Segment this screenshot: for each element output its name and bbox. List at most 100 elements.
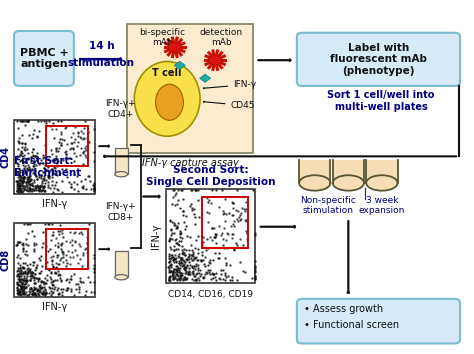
Point: [175, 276, 183, 281]
Point: [177, 255, 184, 261]
Point: [58, 290, 65, 295]
Point: [189, 187, 196, 193]
Point: [55, 291, 63, 297]
Point: [192, 237, 200, 243]
Point: [63, 174, 71, 179]
Point: [39, 229, 47, 234]
Point: [185, 251, 192, 257]
Text: IFN-γ: IFN-γ: [151, 224, 161, 249]
Point: [174, 187, 182, 193]
Point: [208, 225, 216, 230]
Point: [191, 211, 198, 217]
Point: [20, 174, 28, 179]
Point: [33, 176, 41, 182]
Point: [207, 200, 215, 206]
Point: [224, 245, 231, 251]
Point: [199, 239, 207, 245]
Point: [25, 132, 33, 138]
Point: [68, 237, 75, 242]
Point: [14, 188, 21, 194]
Point: [23, 292, 30, 297]
Point: [31, 183, 38, 189]
Point: [241, 217, 249, 223]
Point: [40, 279, 48, 285]
Point: [179, 272, 186, 278]
Point: [26, 268, 33, 273]
Point: [243, 230, 250, 236]
Point: [16, 270, 23, 276]
Point: [15, 166, 23, 171]
Point: [48, 157, 55, 162]
Point: [19, 245, 27, 251]
Point: [73, 173, 80, 179]
Point: [30, 127, 37, 133]
Point: [188, 252, 196, 258]
Point: [28, 186, 36, 192]
Point: [39, 180, 46, 186]
Point: [16, 173, 24, 179]
Point: [55, 139, 63, 145]
Text: CD45: CD45: [230, 101, 255, 110]
Point: [40, 165, 47, 171]
Point: [16, 290, 23, 296]
Point: [20, 290, 27, 296]
Point: [182, 276, 190, 282]
Point: [82, 153, 89, 158]
Point: [35, 184, 42, 190]
Point: [59, 254, 67, 260]
Point: [20, 156, 28, 161]
Point: [66, 229, 73, 235]
Point: [18, 284, 25, 290]
Point: [79, 183, 87, 188]
Point: [45, 118, 53, 124]
Point: [18, 276, 26, 282]
Point: [14, 289, 21, 294]
Point: [192, 271, 200, 276]
Point: [191, 256, 199, 261]
Point: [82, 288, 90, 294]
Point: [186, 203, 193, 209]
Point: [14, 281, 22, 287]
Point: [27, 270, 35, 276]
Point: [40, 184, 48, 189]
Point: [229, 221, 237, 227]
Point: [59, 250, 67, 255]
Point: [74, 139, 82, 145]
Point: [17, 118, 24, 124]
Point: [51, 249, 59, 255]
Point: [176, 269, 184, 275]
Point: [90, 186, 98, 192]
Point: [90, 187, 98, 193]
Point: [17, 177, 24, 183]
Point: [17, 270, 24, 276]
Bar: [366, 160, 398, 183]
Point: [17, 284, 25, 290]
Point: [18, 180, 26, 185]
Point: [23, 146, 31, 152]
Point: [73, 182, 81, 187]
Point: [16, 291, 23, 297]
Point: [168, 269, 175, 275]
Point: [173, 267, 181, 273]
Point: [54, 285, 62, 291]
Point: [203, 270, 211, 276]
Point: [21, 281, 28, 287]
Point: [28, 269, 36, 275]
Point: [244, 230, 251, 236]
Point: [14, 288, 22, 294]
Point: [54, 228, 62, 234]
Point: [82, 245, 90, 251]
Point: [181, 259, 188, 264]
Point: [20, 187, 28, 192]
Point: [56, 222, 64, 228]
Point: [25, 155, 32, 161]
Point: [219, 242, 227, 248]
Point: [172, 259, 180, 265]
Point: [67, 286, 74, 292]
Point: [59, 292, 66, 297]
Point: [209, 271, 217, 276]
Point: [48, 166, 55, 172]
Point: [209, 187, 216, 193]
Point: [77, 135, 85, 141]
Point: [24, 269, 31, 275]
